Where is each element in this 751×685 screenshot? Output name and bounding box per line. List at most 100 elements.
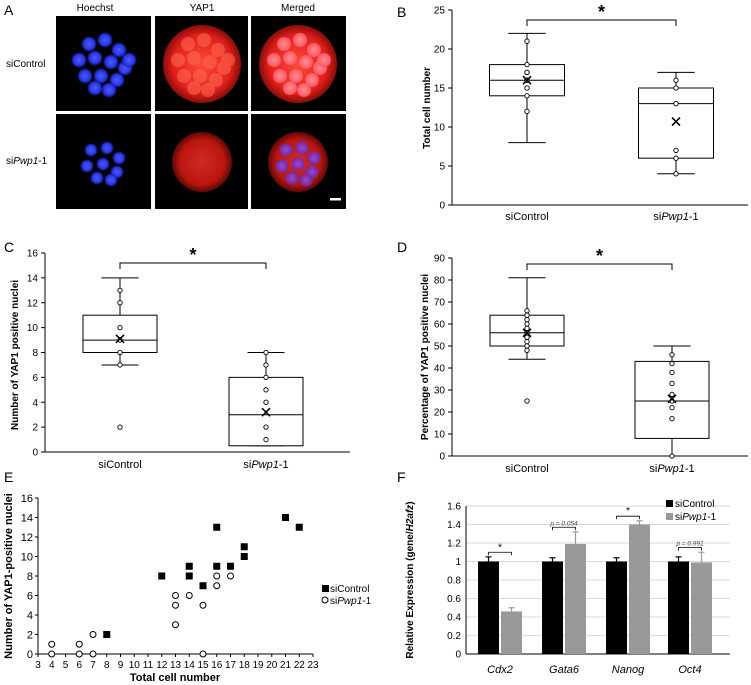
data-point <box>524 334 530 340</box>
y-tick-label: 0 <box>32 448 38 459</box>
data-point <box>117 300 123 306</box>
nucleus <box>187 51 201 65</box>
bar-sipwp1 <box>691 562 712 654</box>
x-category-label-part: -1 <box>279 459 289 471</box>
x-category-label-part: siControl <box>505 211 548 223</box>
mean-marker <box>671 116 681 127</box>
y-axis-label-italic: H2afz <box>405 505 416 532</box>
nucleus <box>307 43 321 57</box>
y-tick-label: 8 <box>27 571 33 583</box>
y-tick-label: 90 <box>434 254 446 265</box>
nucleus <box>289 69 303 83</box>
nucleus <box>273 69 287 83</box>
y-tick-label: 40 <box>434 364 446 375</box>
data-point-sicontrol <box>240 543 248 551</box>
x-tick-label: 5 <box>63 660 69 671</box>
x-tick-label: 18 <box>239 660 251 671</box>
data-point <box>524 61 530 68</box>
nucleus <box>93 68 109 84</box>
data-point-sicontrol <box>185 562 193 570</box>
x-axis-label: Total cell number <box>130 672 221 684</box>
data-point <box>263 436 269 443</box>
y-tick-label: 12 <box>21 532 33 544</box>
x-tick-label: 15 <box>197 660 209 671</box>
x-category-label-italic: Pwp1 <box>657 463 685 475</box>
data-point <box>669 404 675 411</box>
legend-label-sipwp1-part: si <box>330 596 337 607</box>
nucleus <box>295 141 309 155</box>
significance-star: * <box>189 245 196 265</box>
nucleus <box>279 143 293 157</box>
bar-sipwp1 <box>629 524 650 654</box>
x-category-label: siControl <box>505 463 548 475</box>
box <box>82 314 158 353</box>
panel-letter-f: F <box>397 469 406 485</box>
y-tick-label: 15 <box>434 84 446 95</box>
data-point <box>524 308 530 314</box>
y-tick-label: 10 <box>434 123 446 134</box>
y-tick-label: 16 <box>27 249 39 260</box>
bar-sicontrol <box>668 561 689 654</box>
significance-bracket <box>526 263 673 270</box>
x-category-label: Oct4 <box>678 664 701 676</box>
y-axis-label-part: ) <box>405 501 416 504</box>
annotation-bracket <box>678 547 702 551</box>
y-axis-label-part: Relative Expression (gene/ <box>405 531 416 658</box>
x-category-label-part: si <box>649 463 657 475</box>
nucleus <box>277 37 291 51</box>
nucleus <box>101 82 117 98</box>
data-point <box>524 69 530 76</box>
y-tick-label: 0 <box>439 452 445 463</box>
x-tick-label: 9 <box>118 660 124 671</box>
data-point-sipwp1 <box>89 650 97 658</box>
data-point-sipwp1 <box>185 592 193 599</box>
annotation-label: * <box>498 542 502 553</box>
nucleus <box>80 159 94 173</box>
nucleus <box>297 83 311 97</box>
data-point <box>673 77 679 83</box>
legend-marker-sicontrol <box>666 500 673 507</box>
data-point <box>117 349 123 356</box>
x-tick-label: 11 <box>143 660 154 671</box>
data-point <box>669 360 675 367</box>
x-category-label-part: siControl <box>505 463 548 475</box>
y-tick-label: 0.6 <box>447 594 461 605</box>
column-label-merged: Merged <box>281 3 315 14</box>
data-point <box>669 453 675 459</box>
y-tick-label: 10 <box>27 323 39 334</box>
data-point <box>263 399 269 405</box>
data-point <box>673 155 679 161</box>
data-point <box>263 349 269 356</box>
y-tick-label: 14 <box>27 273 39 284</box>
panel-a-micrographs: Hoechst YAP1 Merged siControl siPwp1-1 <box>6 3 346 209</box>
data-point-sipwp1 <box>75 640 83 648</box>
data-point <box>524 316 530 323</box>
nucleus <box>77 68 93 84</box>
data-point <box>263 387 269 393</box>
mean-marker <box>667 394 677 404</box>
nucleus <box>112 151 126 165</box>
annotation-label: p = 0.991 <box>675 541 704 548</box>
nucleus <box>299 55 313 69</box>
data-point <box>524 325 530 332</box>
data-point <box>524 347 530 354</box>
y-tick-label: 10 <box>21 552 33 564</box>
data-point <box>524 93 530 99</box>
nucleus <box>187 81 201 95</box>
annotation-label: p = 0.054 <box>549 520 578 527</box>
y-tick-label: 70 <box>434 298 446 309</box>
y-tick-label: 60 <box>434 320 446 331</box>
annotation-label: * <box>626 506 630 517</box>
y-axis-label: Number of YAP1-positive nuclei <box>3 493 15 659</box>
nucleus <box>71 52 87 68</box>
bar-panel-f: 0 0.2 0.4 0.6 0.8 1 1.2 1.4 1.6 Relative Expressi… <box>405 499 730 676</box>
legend-label-sicontrol: siControl <box>675 499 714 510</box>
data-point-sipwp1 <box>199 601 207 609</box>
data-point-sipwp1 <box>213 582 221 590</box>
x-category-label-italic: Pwp1 <box>251 459 279 471</box>
y-tick-label: 1 <box>455 557 461 568</box>
data-point <box>117 424 123 430</box>
nucleus <box>283 81 297 95</box>
legend-label-sipwp1-part: -1 <box>362 596 371 607</box>
